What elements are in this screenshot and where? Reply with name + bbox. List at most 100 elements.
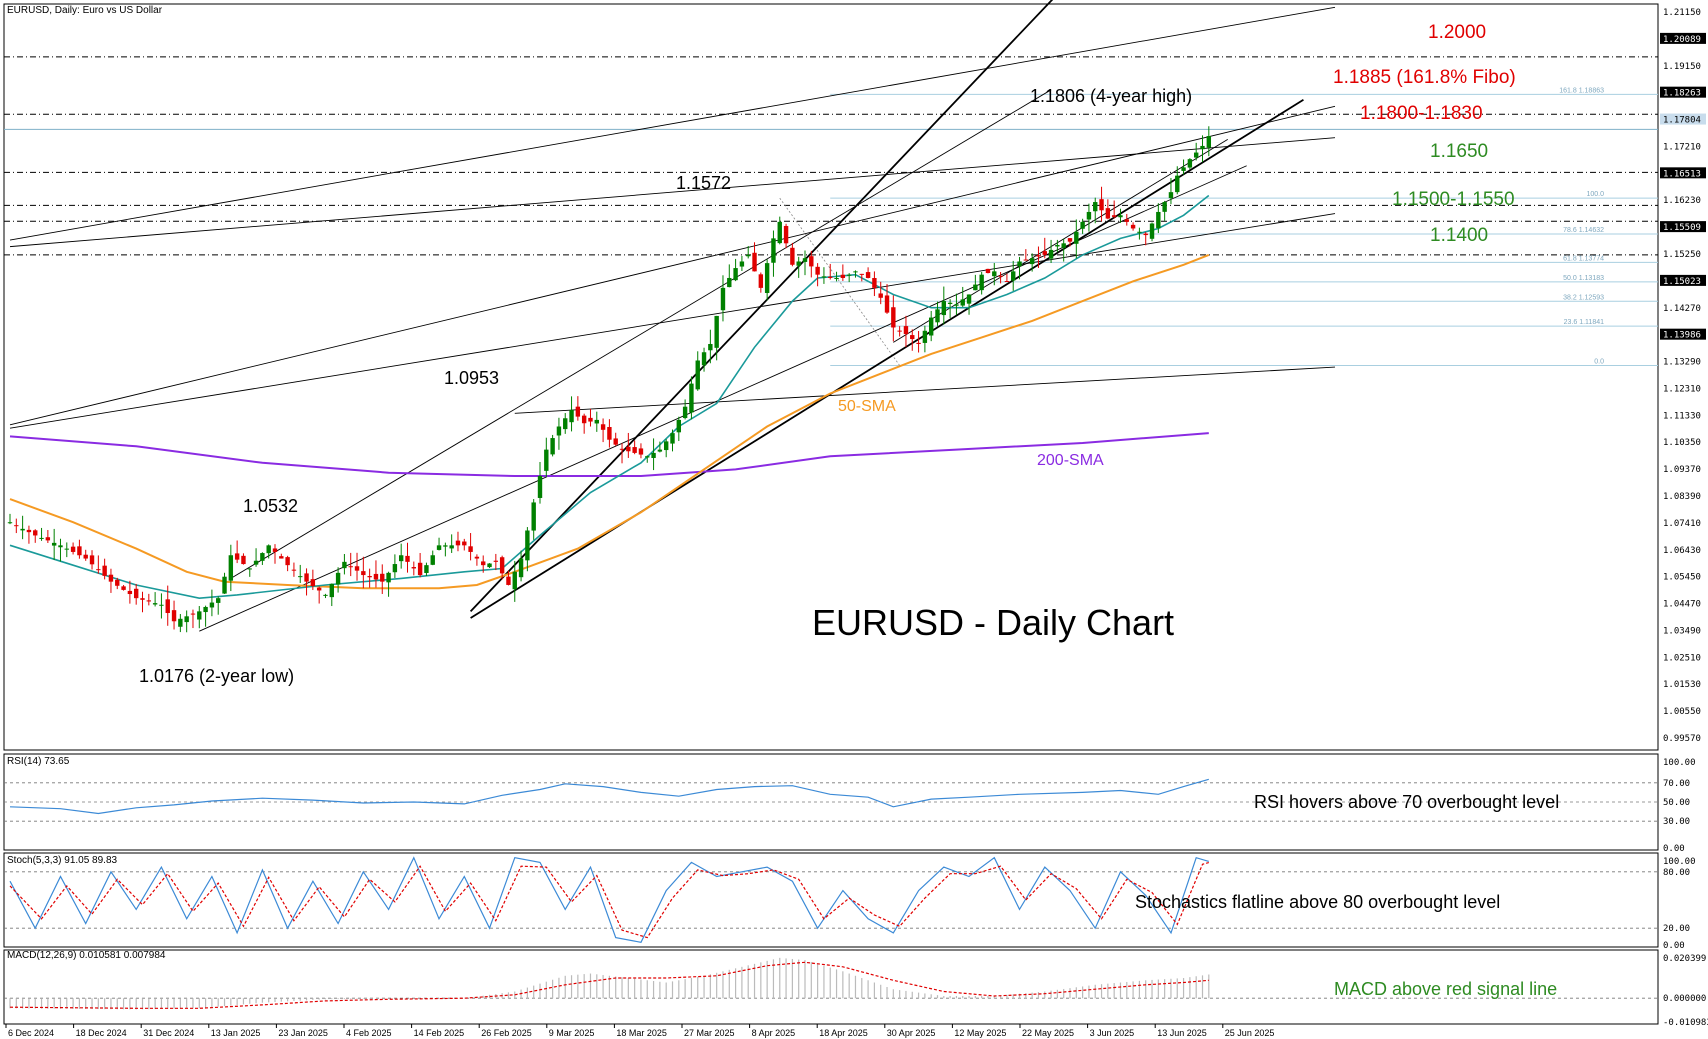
bull-candle [556,426,562,436]
bull-candle [51,542,57,546]
bull-candle [209,602,215,608]
bull-candle [1093,202,1098,212]
bear-candle [411,567,417,569]
bear-candle [310,579,316,587]
bear-candle [70,546,76,552]
date-tick-label: 18 Apr 2025 [819,1028,868,1038]
indicator-tick-label: 100.00 [1663,758,1696,768]
bear-candle [1023,259,1029,261]
bear-candle [872,278,877,288]
bear-candle [752,252,757,272]
bear-candle [758,274,764,288]
bear-candle [1067,238,1073,242]
bull-candle [777,221,782,244]
bull-candle [1118,215,1123,218]
bear-candle [1036,255,1041,257]
price-tick-label: 1.12310 [1663,384,1701,394]
bear-candle [14,525,19,527]
price-tick-label: 1.21150 [1663,8,1701,18]
bull-candle [1181,167,1186,171]
bear-candle [96,569,101,571]
trend-line [230,89,1052,579]
indicator-panels [4,778,1658,1010]
date-tick-label: 18 Dec 2024 [76,1028,127,1038]
fib-label: 50.0 1.13183 [1563,275,1604,282]
bull-candle [531,502,536,531]
panel-frame-macd [3,949,1659,1025]
bull-candle [771,238,776,263]
bear-candle [83,554,88,559]
bull-candle [1162,202,1167,212]
symbol-header: EURUSD, Daily: Euro vs US Dollar [7,5,163,16]
date-tick-label: 13 Jan 2025 [211,1028,261,1038]
price-tag-bg [1660,274,1706,286]
label-1.1650: 1.1650 [1430,141,1488,162]
bull-candle [518,558,524,578]
bear-candle [1143,233,1148,236]
bull-candle [1061,243,1066,248]
bull-candle [708,343,713,351]
date-tick-label: 31 Dec 2024 [143,1028,194,1038]
rsi-line [9,778,1209,815]
trend-line [9,213,1336,429]
bear-candle [607,427,612,440]
date-tick-label: 6 Dec 2024 [8,1028,54,1038]
bull-candle [1080,221,1085,229]
bear-candle [26,529,32,533]
price-tick-label: 1.17804 [1663,116,1701,126]
stoch-d-line [9,862,1209,939]
candlesticks [7,126,1212,633]
bear-candle [380,573,385,582]
bull-candle [430,555,435,565]
bear-candle [884,295,890,313]
bear-candle [506,576,511,585]
bull-candle [992,271,997,277]
bull-candle [834,277,839,279]
price-tick-label: 1.02510 [1663,653,1701,663]
bull-candle [796,261,801,266]
bear-candle [1111,215,1117,217]
bear-candle [493,560,499,562]
bull-candle [203,606,208,613]
price-tick-label: 1.17210 [1663,142,1701,152]
bull-candle [1029,258,1035,265]
bear-candle [499,557,505,574]
bear-candle [241,555,246,565]
fib-label: 100.0 [1586,191,1604,198]
date-tick-label: 22 May 2025 [1022,1028,1074,1038]
bear-candle [613,438,618,445]
bear-candle [115,579,120,586]
indicator-tick-label: 0.000000 [1663,994,1706,1004]
trend-line [469,0,1054,612]
bull-candle [247,568,252,570]
bull-candle [228,555,234,581]
price-tag-bg [1660,32,1706,44]
bear-candle [897,330,902,332]
label-1.1500-1.1550: 1.1500-1.1550 [1392,189,1515,210]
date-tick-label: 30 Apr 2025 [887,1028,936,1038]
bear-candle [1105,208,1111,219]
indicator-tick-label: 50.00 [1663,798,1690,808]
bull-candle [569,410,574,423]
bull-candle [512,571,517,590]
stoch-note: Stochastics flatline above 80 overbought… [1135,892,1500,912]
bull-candle [682,406,688,419]
bull-candle [651,452,656,458]
bull-candle [714,315,719,348]
label-1.2000: 1.2000 [1428,22,1486,43]
bull-candle [928,317,934,336]
label-1.1800-1.1830: 1.1800-1.1830 [1360,103,1483,124]
bull-candle [846,274,852,276]
price-tick-label: 1.13986 [1663,331,1701,341]
bear-candle [790,247,795,265]
fib-label: 23.6 1.11841 [1564,319,1604,326]
bull-candle [7,522,13,524]
bear-candle [354,566,360,571]
moving-averages [9,194,1210,600]
bear-candle [985,268,991,274]
bull-candle [973,284,978,291]
bull-candle [979,274,984,291]
bear-candle [127,590,133,595]
price-tick-label: 1.04470 [1663,600,1701,610]
indicator-tick-label: 20.00 [1663,924,1690,934]
